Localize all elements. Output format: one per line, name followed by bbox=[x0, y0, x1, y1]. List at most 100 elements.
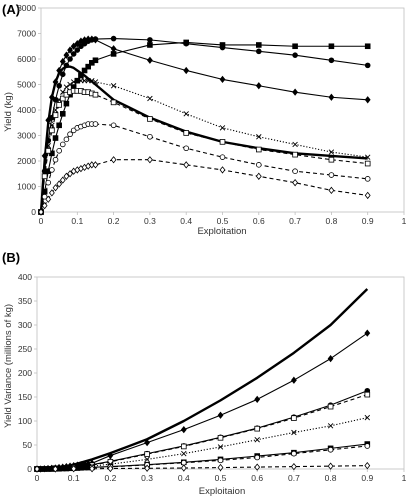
panel-a-series-5-point bbox=[256, 134, 262, 140]
panel-a-series-5 bbox=[38, 77, 371, 215]
panel-a-series-3-point bbox=[255, 48, 262, 55]
panel-b-x-tick-label: 1 bbox=[402, 473, 407, 483]
panel-a-series-7-point bbox=[219, 154, 226, 160]
panel-b-y-tick-label: 50 bbox=[23, 440, 33, 450]
panel-a-series-8 bbox=[38, 156, 371, 216]
panel-a-series-5-point bbox=[364, 154, 371, 160]
panel-b-x-tick-label: 0.8 bbox=[325, 473, 337, 483]
panel-b-label: (B) bbox=[2, 250, 20, 265]
panel-a-series-3-point bbox=[63, 62, 70, 69]
panel-a-series-3-point bbox=[110, 35, 117, 42]
panel-a-series-6-point bbox=[183, 130, 190, 136]
panel-a-series-2-point bbox=[70, 42, 77, 50]
panel-b-x-tick-label: 0 bbox=[35, 473, 40, 483]
panel-a-series-8-point bbox=[364, 191, 371, 200]
panel-a-y-tick-label: 4000 bbox=[17, 105, 36, 115]
panel-a-series-7-point bbox=[49, 167, 55, 173]
panel-b-x-tick-label: 0.2 bbox=[104, 473, 116, 483]
panel-a-series-7-point bbox=[255, 162, 262, 168]
panel-a-y-axis-title: Yield (kg) bbox=[3, 92, 14, 132]
panel-b-series-8-point bbox=[290, 462, 297, 471]
panel-b-series-2-point bbox=[364, 329, 371, 337]
panel-a-series-8-point bbox=[219, 166, 226, 174]
panel-b-x-tick-label: 0.4 bbox=[178, 473, 190, 483]
panel-b-series-4-line bbox=[36, 394, 368, 470]
panel-a-y-tick-label: 5000 bbox=[17, 80, 36, 90]
panel-a-series-2-point bbox=[63, 51, 70, 59]
panel-a-series-2-point bbox=[146, 56, 153, 64]
panel-a-x-tick-label: 0.2 bbox=[108, 216, 120, 226]
panel-a-x-tick-label: 0.6 bbox=[253, 216, 265, 226]
panel-a-series-8-point bbox=[59, 176, 66, 184]
panel-b-y-tick-label: 200 bbox=[18, 368, 32, 378]
panel-b-series-4-point bbox=[217, 434, 224, 441]
panel-a-series-2-point bbox=[255, 82, 262, 90]
panel-b-series-2-point bbox=[254, 395, 261, 404]
panel-a-y-tick-label: 0 bbox=[31, 207, 36, 217]
panel-a-x-tick-label: 0.5 bbox=[217, 216, 229, 226]
panel-a-series-4-point bbox=[183, 39, 190, 46]
panel-b-series-8-point bbox=[217, 463, 224, 472]
panel-a-series-7-point bbox=[328, 172, 335, 178]
panel-a-series-6-point bbox=[49, 127, 55, 134]
panel-a-label: (A) bbox=[2, 2, 20, 17]
panel-b-series-8-point bbox=[327, 462, 334, 470]
panel-b-series-4-point bbox=[291, 415, 297, 421]
panel-b-series-8-line bbox=[37, 465, 368, 470]
panel-a-series-7-point bbox=[110, 122, 117, 129]
panel-a-series-3-point bbox=[59, 71, 66, 78]
panel-a-series-6-point bbox=[41, 173, 48, 180]
panel-b-series-8-point bbox=[34, 465, 40, 473]
panel-a-series-3-point bbox=[56, 82, 62, 89]
panel-a-series-5-point bbox=[292, 141, 298, 148]
panel-b-series-8-point bbox=[107, 464, 114, 473]
panel-a-series-7-point bbox=[41, 193, 48, 200]
panel-b-y-tick-label: 0 bbox=[27, 464, 32, 474]
panel-a-series-8-point bbox=[38, 208, 44, 216]
panel-a-series-4-point bbox=[78, 72, 84, 79]
panel-a-x-tick-label: 0 bbox=[39, 216, 44, 226]
panel-a-series-8-point bbox=[52, 184, 59, 192]
panel-a-series-6-point bbox=[292, 151, 298, 158]
panel-b-series-5-point bbox=[254, 437, 260, 443]
panel-a-series-6-point bbox=[59, 95, 66, 102]
panel-a-series-6-point bbox=[255, 146, 262, 153]
panel-b-series-2-point bbox=[144, 438, 151, 447]
panel-a-series-4-point bbox=[110, 51, 117, 57]
panel-b-series-7-point bbox=[327, 446, 334, 453]
panel-b-series-7-line bbox=[36, 445, 368, 470]
panel-a-series-4-point bbox=[328, 43, 335, 50]
panel-a-series-6-point bbox=[45, 147, 52, 154]
panel-b-series-6 bbox=[34, 441, 371, 472]
panel-b-x-tick-label: 0.9 bbox=[361, 473, 373, 483]
panel-a-series-4-point bbox=[92, 57, 99, 64]
panel-b-series-5-point bbox=[144, 456, 150, 463]
panel-b-y-tick-label: 350 bbox=[18, 296, 32, 306]
panel-a-series-4-point bbox=[52, 135, 59, 141]
panel-a-series-8-point bbox=[328, 186, 335, 194]
panel-a-series-7-point bbox=[92, 121, 99, 127]
panel-a-y-tick-label: 6000 bbox=[17, 54, 36, 64]
panel-b-series-5-point bbox=[217, 444, 224, 450]
panel-a-series-6-point bbox=[92, 91, 99, 98]
panel-a-series-5-point bbox=[183, 111, 189, 117]
panel-a-series-2-point bbox=[364, 96, 371, 104]
panel-a-series-5-point bbox=[45, 142, 51, 149]
panel-a-series-6-point bbox=[147, 116, 153, 122]
panel-a-series-1-line bbox=[39, 65, 368, 213]
panel-a-x-tick-label: 0.4 bbox=[180, 216, 192, 226]
panel-a-series-4-point bbox=[255, 42, 262, 48]
panel-a-series-3-point bbox=[67, 56, 73, 62]
panel-a-series-5-point bbox=[89, 77, 95, 84]
panel-a-series-5-point bbox=[219, 125, 226, 131]
panel-a-series-7-point bbox=[292, 168, 298, 175]
panel-a-series-5-point bbox=[49, 122, 55, 129]
panel-b-series-5-point bbox=[291, 429, 297, 436]
panel-b-series-8-point bbox=[52, 465, 59, 473]
panel-a-series-8-point bbox=[292, 179, 299, 187]
panel-a-series-8-point bbox=[67, 170, 73, 178]
panel-a-series-3-point bbox=[70, 51, 77, 57]
panel-a-series-8-point bbox=[56, 180, 63, 188]
panel-a-series-6-point bbox=[110, 99, 117, 106]
panel-a-series-2-point bbox=[219, 75, 226, 84]
